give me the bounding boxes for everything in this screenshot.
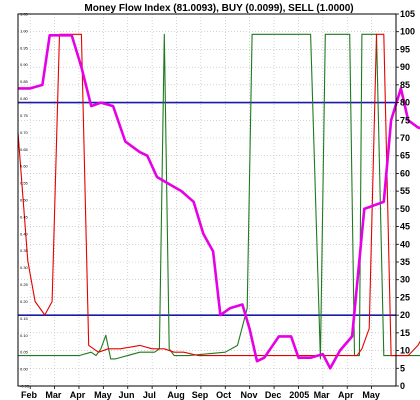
right-tick-label: 45 [400,222,410,232]
right-axis-ticks: 1051009590858075706560555045403530252015… [396,9,415,391]
left-axis-ticks: 1.05 1.00 0.95 0.90 0.85 0.80 0.75 0.70 0.65 0.60… [20,12,30,389]
series-line-sell [17,33,420,357]
right-tick-label: 80 [400,98,410,108]
right-tick-label: 10 [400,346,410,356]
left-tick-label: 0.90 [20,62,29,67]
left-tick-label: -0.05 [20,384,30,389]
left-tick-label: 0.20 [20,299,29,304]
left-tick-label: 0.15 [20,316,29,321]
x-tick-label: Aug [167,390,185,400]
right-tick-label: 35 [400,257,410,267]
right-tick-label: 20 [400,310,410,320]
x-axis-ticks: Feb Mar Apr May Jun Jul Aug Sep Oct Nov Dec 2005 Mar… [21,386,380,400]
x-tick-label: May [94,390,112,400]
left-tick-label: 0.55 [20,181,29,186]
left-tick-label: 1.00 [20,28,29,33]
x-tick-label: Apr [338,390,354,400]
right-tick-label: 15 [400,328,410,338]
grid [18,13,397,387]
left-tick-label: 1.05 [20,12,29,17]
right-tick-label: 105 [400,9,415,19]
right-tick-label: 40 [400,239,410,249]
series-line-mfi [18,33,420,370]
left-tick-label: 0.00 [20,367,29,372]
left-tick-label: 0.85 [20,79,29,84]
x-tick-label: Nov [240,390,257,400]
left-tick-label: 0.50 [20,198,29,203]
left-tick-label: 0.40 [20,231,29,236]
x-tick-label: Feb [21,390,38,400]
right-tick-label: 55 [400,186,410,196]
x-tick-label: Apr [70,390,86,400]
reference-lines [18,101,396,316]
right-tick-label: 60 [400,168,410,178]
left-tick-label: 0.30 [20,265,29,270]
x-tick-label: Jul [143,390,156,400]
right-tick-label: 85 [400,80,410,90]
right-tick-label: 95 [400,44,410,54]
x-tick-label: Mar [45,390,62,400]
right-tick-label: 5 [400,363,405,373]
left-tick-label: 0.70 [20,130,29,135]
right-tick-label: 90 [400,62,410,72]
left-tick-label: 0.45 [20,214,29,219]
right-tick-label: 0 [400,381,405,391]
x-tick-label: Oct [216,390,231,400]
left-tick-label: 0.80 [20,96,29,101]
plot-frame [17,13,397,387]
right-tick-label: 25 [400,292,410,302]
left-tick-label: 0.95 [20,45,29,50]
x-tick-label: Mar [314,390,331,400]
right-tick-label: 100 [400,27,415,37]
left-tick-label: 0.05 [20,350,29,355]
right-tick-label: 30 [400,275,410,285]
left-tick-label: 0.10 [20,333,29,338]
left-tick-label: 0.25 [20,282,29,287]
chart-title: Money Flow Index (81.0093), BUY (0.0099)… [84,3,353,14]
x-tick-label: Dec [265,390,282,400]
left-tick-label: 0.60 [20,164,29,169]
series-line-buy [18,33,420,360]
x-tick-label: Sep [192,390,209,400]
right-tick-label: 75 [400,115,410,125]
right-tick-label: 50 [400,204,410,214]
left-tick-label: 0.35 [20,248,29,253]
series-lines [17,33,420,370]
x-tick-label: Jun [119,390,135,400]
right-tick-label: 70 [400,133,410,143]
x-tick-label: May [362,390,380,400]
right-tick-label: 65 [400,151,410,161]
left-tick-label: 0.75 [20,113,29,118]
x-tick-label: 2005 [289,390,309,400]
left-tick-label: 0.65 [20,147,29,152]
